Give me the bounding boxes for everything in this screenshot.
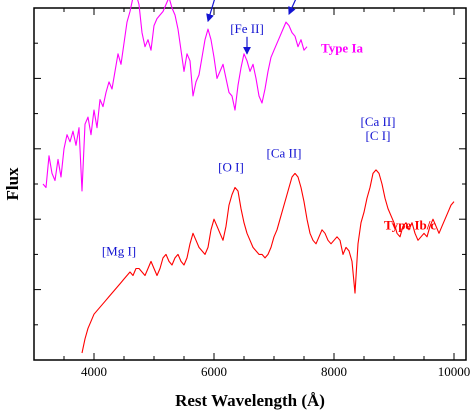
x-tick-label: 6000 xyxy=(201,364,227,379)
series-label: Type Ib/c xyxy=(384,218,436,233)
x-axis-label: Rest Wavelength (Å) xyxy=(175,391,325,410)
annotation-label: [Mg I] xyxy=(102,244,136,259)
plot-frame xyxy=(33,7,467,361)
annotation-label: [O I] xyxy=(218,160,244,175)
annotation-label: [C I] xyxy=(366,128,391,143)
axis-ticks: 4000 6000 8000 10000 xyxy=(33,7,471,379)
annotation-label: [Ca II] xyxy=(266,145,301,160)
series-layer: Type Ia Type Ib/c xyxy=(42,0,455,354)
annotation-label: [Fe II] xyxy=(230,21,264,36)
annotation-label: [Ca II] xyxy=(360,114,395,129)
x-tick-label: 8000 xyxy=(321,364,347,379)
series-label: Type Ia xyxy=(321,41,364,56)
annotation-layer: [Fe III][Fe II][Fe III][Co III][Fe II][F… xyxy=(102,0,396,259)
series-line-type-ia xyxy=(42,0,308,192)
x-tick-label: 10000 xyxy=(438,364,471,379)
annotation-arrow xyxy=(288,0,297,15)
series-line-type-ibc xyxy=(81,169,455,354)
x-tick-label: 4000 xyxy=(81,364,107,379)
y-axis-label: Flux xyxy=(3,167,22,201)
annotation-arrow xyxy=(206,0,215,23)
